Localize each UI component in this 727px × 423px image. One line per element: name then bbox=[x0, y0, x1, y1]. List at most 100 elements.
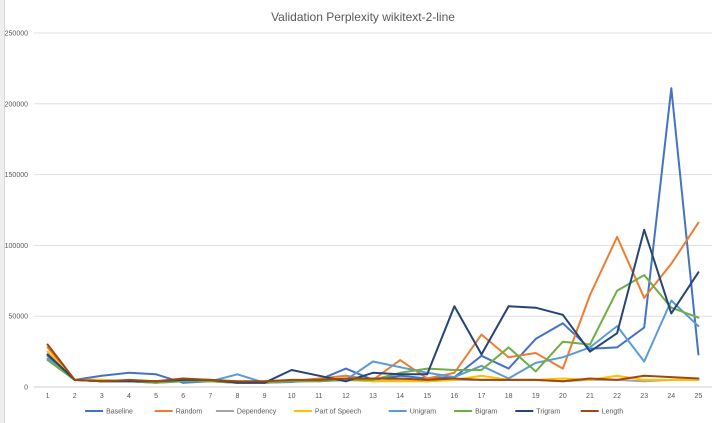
data-point bbox=[670, 376, 673, 378]
data-point bbox=[263, 381, 266, 384]
x-tick-label: 19 bbox=[532, 393, 540, 400]
data-point bbox=[507, 305, 510, 308]
data-point bbox=[670, 379, 673, 381]
sheet-edge bbox=[0, 0, 5, 423]
data-point bbox=[263, 380, 266, 383]
data-point bbox=[182, 381, 185, 384]
legend-label: Unigram bbox=[410, 409, 437, 416]
data-point bbox=[155, 373, 157, 376]
legend-item: Unigram bbox=[388, 409, 437, 416]
data-point bbox=[155, 381, 157, 384]
data-point bbox=[616, 379, 618, 381]
data-point bbox=[616, 325, 618, 327]
series-line bbox=[46, 228, 700, 384]
x-tick-label: 5 bbox=[154, 393, 158, 400]
data-point bbox=[670, 306, 673, 309]
data-point bbox=[643, 228, 646, 231]
x-tick-label: 17 bbox=[478, 393, 486, 400]
x-tick-label: 7 bbox=[208, 393, 212, 400]
data-point bbox=[561, 380, 564, 383]
data-point bbox=[589, 377, 591, 380]
x-tick-label: 6 bbox=[181, 393, 185, 400]
data-point bbox=[670, 299, 673, 302]
series-line bbox=[46, 299, 700, 384]
data-point bbox=[697, 325, 700, 327]
data-point bbox=[480, 364, 483, 367]
data-point bbox=[643, 296, 646, 299]
data-point bbox=[453, 369, 456, 371]
data-point bbox=[426, 367, 429, 370]
series-trigram bbox=[46, 228, 700, 384]
series-line bbox=[46, 221, 700, 384]
y-tick-label: 50000 bbox=[9, 314, 29, 321]
x-tick-label: 24 bbox=[667, 393, 675, 400]
data-point bbox=[697, 316, 700, 319]
data-point bbox=[372, 377, 374, 380]
data-point bbox=[561, 377, 564, 380]
data-point bbox=[317, 379, 320, 381]
data-point bbox=[561, 322, 564, 325]
data-point bbox=[507, 346, 510, 349]
data-point bbox=[317, 374, 320, 377]
data-point bbox=[127, 379, 130, 381]
data-point bbox=[616, 332, 618, 335]
x-tick-label: 25 bbox=[695, 393, 703, 400]
data-point bbox=[480, 354, 483, 357]
data-point bbox=[46, 346, 49, 349]
data-point bbox=[345, 377, 347, 380]
data-point bbox=[507, 379, 510, 381]
data-point bbox=[426, 373, 429, 376]
data-point bbox=[236, 381, 239, 384]
legend: Baseline Random Dependency Part of Speech Un… bbox=[85, 409, 623, 416]
data-point bbox=[345, 374, 347, 377]
data-point bbox=[372, 360, 374, 363]
y-tick-label: 200000 bbox=[5, 101, 28, 108]
x-tick-label: 22 bbox=[613, 393, 621, 400]
x-tick-label: 21 bbox=[586, 393, 594, 400]
y-tick-label: 100000 bbox=[5, 243, 28, 250]
series-random bbox=[46, 221, 700, 384]
y-tick-label: 150000 bbox=[5, 172, 28, 179]
y-tick-label: 0 bbox=[24, 385, 28, 392]
data-point bbox=[697, 377, 700, 380]
legend-item: Bigram bbox=[454, 409, 497, 416]
data-point bbox=[643, 274, 646, 276]
data-point bbox=[453, 305, 456, 308]
x-tick-label: 10 bbox=[288, 393, 296, 400]
data-point bbox=[399, 371, 401, 374]
legend-label: Dependency bbox=[237, 409, 277, 416]
x-tick-label: 23 bbox=[640, 393, 648, 400]
data-point bbox=[399, 380, 401, 383]
data-point bbox=[127, 371, 130, 374]
data-point bbox=[480, 374, 483, 377]
series-unigram bbox=[46, 299, 700, 384]
x-tick-label: 1 bbox=[46, 393, 50, 400]
series-bigram bbox=[46, 274, 700, 384]
x-tick-label: 13 bbox=[369, 393, 377, 400]
x-tick-label: 9 bbox=[263, 393, 267, 400]
x-tick-label: 12 bbox=[342, 393, 350, 400]
data-point bbox=[46, 359, 49, 361]
legend-item: Part of Speech bbox=[293, 409, 361, 416]
data-point bbox=[534, 338, 537, 340]
data-point bbox=[399, 366, 401, 369]
data-point bbox=[290, 379, 293, 381]
x-tick-label: 15 bbox=[423, 393, 431, 400]
data-point bbox=[480, 379, 483, 381]
x-axis-ticks: 1 2 3 4 5 6 7 8 9 10 11 12 13 14 15 16 17 18 19 20 21 22 23 24 2… bbox=[46, 393, 703, 400]
series-line bbox=[46, 343, 700, 383]
data-point bbox=[480, 333, 483, 336]
data-point bbox=[616, 236, 618, 238]
data-point bbox=[209, 379, 212, 381]
data-point bbox=[345, 367, 347, 370]
data-point bbox=[236, 380, 239, 383]
data-point bbox=[100, 380, 103, 383]
data-point bbox=[345, 380, 347, 383]
x-tick-label: 14 bbox=[396, 393, 404, 400]
data-point bbox=[589, 350, 591, 353]
data-point bbox=[46, 350, 49, 353]
x-tick-label: 18 bbox=[505, 393, 513, 400]
data-point bbox=[643, 379, 646, 381]
legend-label: Bigram bbox=[475, 409, 497, 416]
